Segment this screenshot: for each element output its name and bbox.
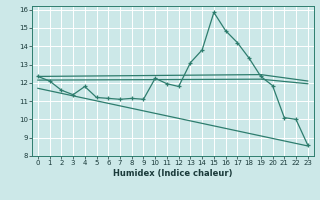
X-axis label: Humidex (Indice chaleur): Humidex (Indice chaleur) [113, 169, 233, 178]
